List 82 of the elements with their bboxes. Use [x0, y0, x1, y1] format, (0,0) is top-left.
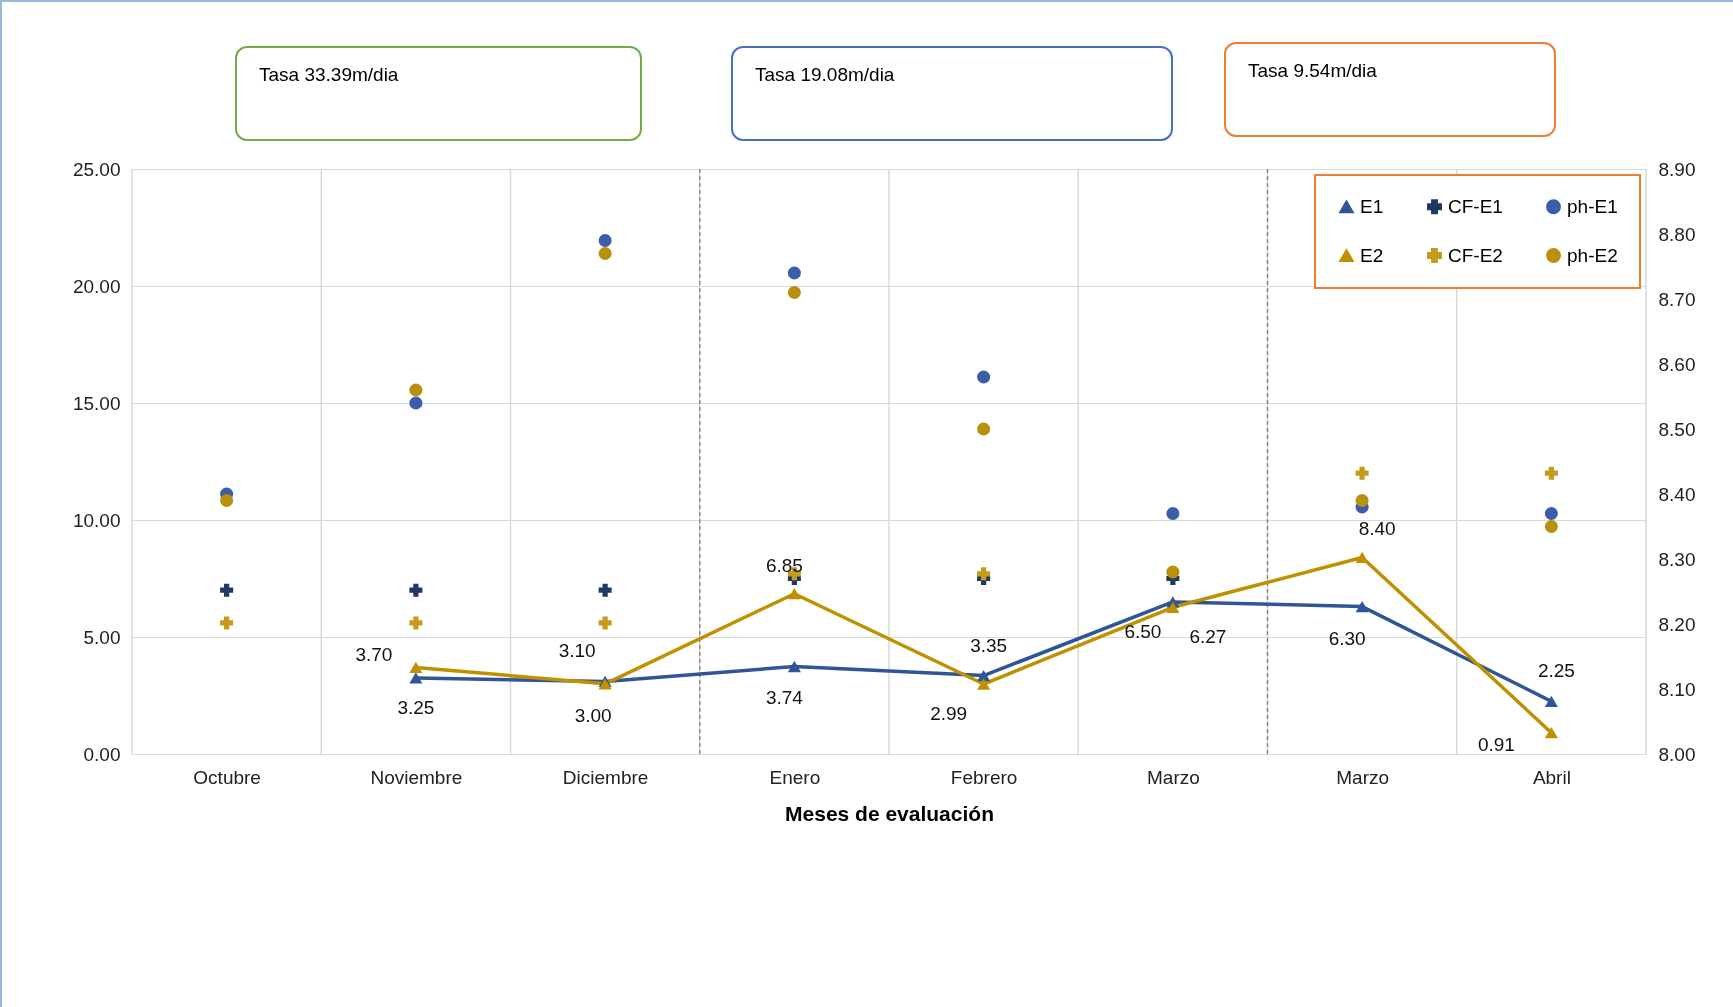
y2-tick-label: 8.50 [1658, 418, 1696, 440]
data-label: 3.10 [558, 640, 596, 662]
point [409, 616, 423, 630]
y2-tick-label: 8.20 [1658, 613, 1696, 635]
x-axis-title: Meses de evaluación [785, 801, 994, 825]
legend-label: CF-E1 [1448, 195, 1503, 217]
y2-tick-label: 8.30 [1658, 548, 1696, 570]
data-label: 0.91 [1477, 733, 1515, 755]
legend-label: E2 [1360, 244, 1384, 266]
x-tick-label: Octubre [193, 766, 261, 788]
y2-tick-label: 8.40 [1658, 483, 1696, 505]
x-tick-label: Noviembre [370, 766, 463, 788]
x-tick-label: Marzo [1336, 766, 1390, 788]
point [787, 266, 801, 280]
y2-tick-label: 8.10 [1658, 678, 1696, 700]
point [220, 493, 234, 508]
point [220, 616, 234, 630]
legend-label: E1 [1360, 195, 1384, 217]
text: Tasa 9.54m/dia [1224, 42, 1556, 137]
y-tick-label: 10.00 [72, 509, 121, 531]
data-label: 6.30 [1328, 627, 1366, 649]
data-label: 3.25 [397, 696, 435, 718]
point [1355, 466, 1369, 480]
data-label: 6.85 [765, 554, 803, 576]
point [977, 669, 991, 682]
point [1544, 519, 1558, 534]
point [598, 616, 612, 630]
legend-label: ph-E1 [1567, 195, 1618, 217]
x-tick-label: Abril [1532, 766, 1571, 788]
point [787, 588, 801, 600]
point [1166, 506, 1180, 521]
point [598, 246, 612, 261]
y-tick-label: 5.00 [83, 626, 121, 648]
point [977, 678, 991, 690]
point [409, 661, 423, 674]
y-tick-label: 15.00 [72, 392, 121, 414]
point [409, 583, 423, 597]
point [1544, 466, 1558, 480]
point [1544, 506, 1558, 521]
legend-label: ph-E2 [1567, 244, 1618, 266]
point [1544, 695, 1558, 707]
legend-label: CF-E2 [1448, 244, 1503, 266]
point [1355, 600, 1369, 613]
y2-tick-label: 8.90 [1658, 158, 1696, 180]
x-tick-label: Enero [769, 766, 821, 788]
y2-tick-label: 8.60 [1658, 353, 1696, 375]
text: Tasa 19.08m/dia [731, 46, 1173, 141]
x-tick-label: Febrero [950, 766, 1018, 788]
text: Tasa 33.39m/dia [235, 46, 642, 141]
point [409, 396, 423, 410]
point [1166, 565, 1180, 579]
point [787, 285, 801, 300]
data-label: 3.00 [574, 704, 612, 726]
point [598, 233, 612, 248]
point [787, 660, 801, 673]
point [1544, 727, 1558, 739]
point [1166, 601, 1180, 613]
point [977, 370, 991, 384]
point [409, 383, 423, 397]
point [220, 583, 234, 597]
x-tick-label: Diciembre [562, 766, 649, 788]
point [598, 583, 612, 597]
data-label: 2.25 [1537, 660, 1575, 682]
y2-tick-label: 8.80 [1658, 223, 1696, 245]
y2-tick-label: 8.00 [1658, 743, 1696, 765]
data-label: 3.70 [355, 644, 393, 666]
point [1355, 493, 1369, 508]
y2-tick-label: 8.70 [1658, 288, 1696, 310]
point [977, 567, 991, 581]
data-label: 2.99 [930, 703, 968, 725]
x-tick-label: Marzo [1146, 766, 1200, 788]
point [1355, 551, 1369, 564]
point [977, 422, 991, 436]
point [409, 672, 423, 684]
y-tick-label: 25.00 [72, 158, 121, 180]
y-tick-label: 0.00 [83, 743, 121, 765]
data-label: 8.40 [1358, 518, 1396, 540]
data-label: 3.74 [765, 687, 804, 709]
data-label: 6.50 [1124, 620, 1162, 642]
data-label: 6.27 [1189, 626, 1227, 648]
y-tick-label: 20.00 [72, 275, 121, 297]
data-label: 3.35 [970, 634, 1008, 656]
